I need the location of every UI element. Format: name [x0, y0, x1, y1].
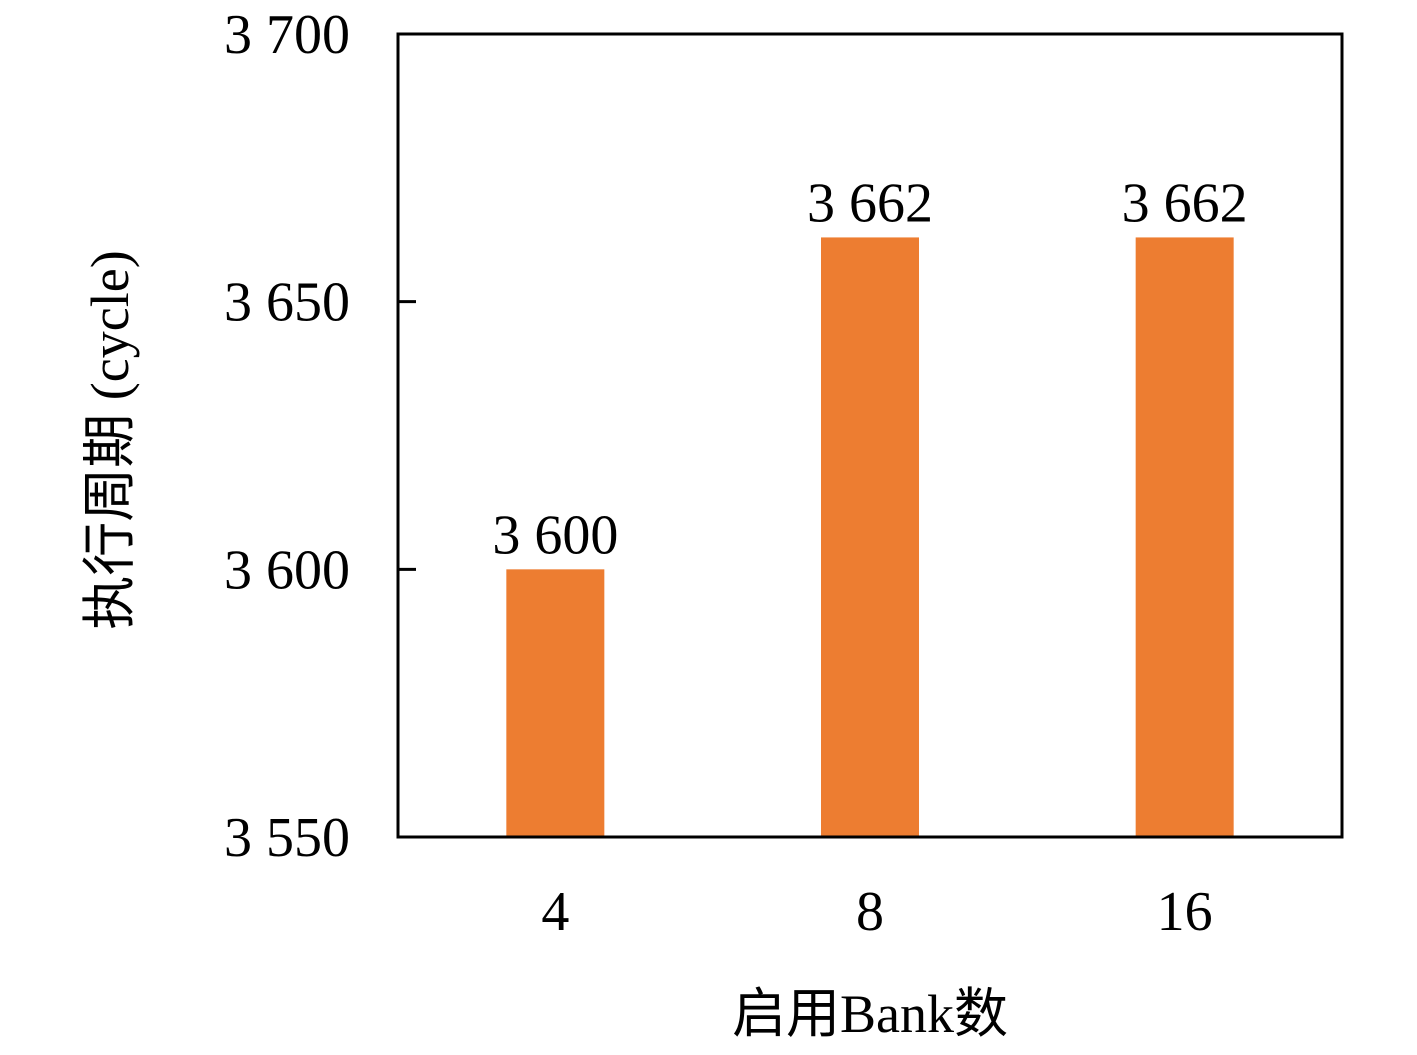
data-label-16: 3 662: [1122, 172, 1248, 234]
y-axis-label: 执行周期 (cycle): [80, 250, 140, 629]
x-tick-label-16: 16: [1157, 881, 1213, 943]
bar-16: [1135, 237, 1234, 838]
x-axis-label: 启用Bank数: [732, 984, 1008, 1044]
y-tick-label-3650: 3 650: [224, 272, 350, 334]
x-tick-label-8: 8: [856, 881, 884, 943]
x-tick-label-4: 4: [541, 881, 569, 943]
y-tick-label-3700: 3 700: [224, 4, 350, 66]
plot-frame: [396, 32, 1344, 839]
data-label-8: 3 662: [807, 172, 933, 234]
y-tick-label-3550: 3 550: [224, 807, 350, 869]
y-tick-label-3600: 3 600: [224, 539, 350, 601]
data-label-4: 3 600: [492, 504, 618, 566]
bar-4: [506, 569, 605, 837]
bar-8: [821, 237, 919, 838]
